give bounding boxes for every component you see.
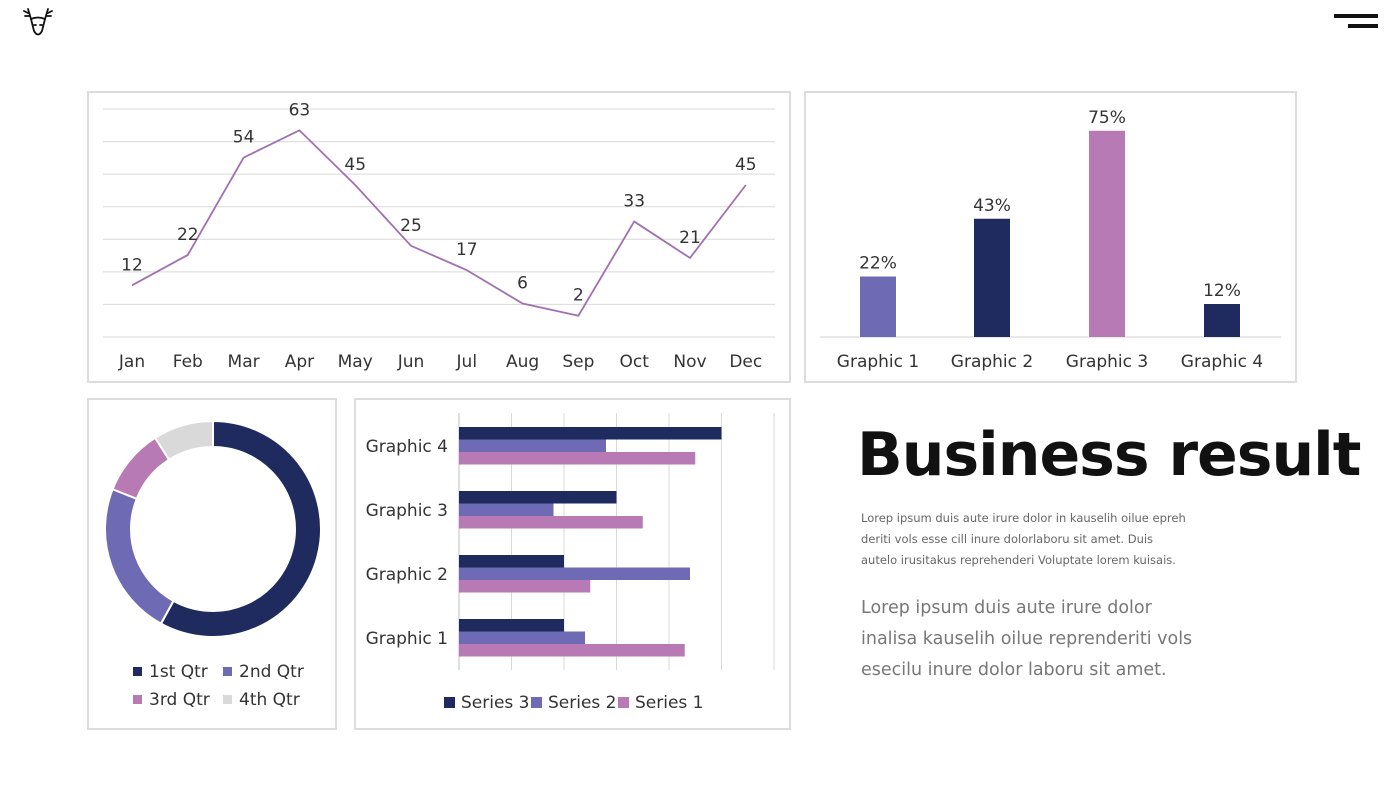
- bar: [459, 567, 690, 580]
- bar: [459, 631, 585, 644]
- data-label: 21: [679, 228, 701, 248]
- x-tick-label: Graphic 4: [1181, 352, 1263, 372]
- bar: [860, 276, 896, 337]
- data-label: 12: [121, 255, 143, 275]
- x-tick-label: Graphic 3: [1066, 352, 1148, 372]
- bar: [459, 644, 685, 657]
- x-tick-label: Mar: [228, 352, 260, 372]
- y-tick-label: Graphic 2: [366, 565, 448, 585]
- bar: [1089, 130, 1125, 337]
- donut-slice: [104, 487, 175, 625]
- deer-head-icon[interactable]: [22, 5, 54, 41]
- bar: [459, 580, 591, 593]
- legend-swatch: [133, 667, 142, 676]
- y-tick-label: Graphic 3: [366, 501, 448, 521]
- data-label: 75%: [1088, 108, 1126, 128]
- legend-label: 3rd Qtr: [149, 690, 210, 710]
- legend-swatch: [444, 697, 455, 708]
- bar: [1204, 304, 1240, 337]
- bar: [459, 452, 696, 465]
- legend-label: Series 2: [548, 693, 617, 713]
- data-label: 45: [735, 155, 757, 175]
- legend-swatch: [531, 697, 542, 708]
- description-large: Lorep ipsum duis aute irure dolor inalis…: [861, 598, 1193, 680]
- bar: [459, 503, 554, 516]
- x-tick-label: Jul: [456, 352, 478, 372]
- x-tick-label: Graphic 1: [837, 352, 919, 372]
- legend-label: Series 3: [461, 693, 530, 713]
- legend-swatch: [223, 667, 232, 676]
- data-label: 12%: [1203, 281, 1241, 301]
- hamburger-menu-icon[interactable]: [1334, 12, 1378, 32]
- bar-chart: 22% Graphic 1 43% Graphic 2 75% Graphic 3 12% G…: [820, 108, 1281, 372]
- bar: [459, 439, 606, 452]
- data-label: 45: [344, 155, 366, 175]
- data-label: 22%: [859, 254, 897, 274]
- x-tick-label: Feb: [173, 352, 203, 372]
- line-chart: 12 Jan 22 Feb 54 Mar 63 Apr 45 May 25 Jun 17 Jul 6 Aug 2…: [103, 100, 775, 372]
- legend-label: 2nd Qtr: [239, 662, 304, 682]
- x-tick-label: Oct: [619, 352, 649, 372]
- line-chart-panel: 12 Jan 22 Feb 54 Mar 63 Apr 45 May 25 Jun 17 Jul 6 Aug 2…: [87, 91, 791, 383]
- bar: [459, 427, 722, 440]
- x-tick-label: Jun: [397, 352, 425, 372]
- data-label: 25: [400, 216, 422, 236]
- x-tick-label: Apr: [285, 352, 314, 372]
- bar: [459, 555, 564, 568]
- bar: [459, 491, 617, 504]
- x-tick-label: Nov: [673, 352, 706, 372]
- data-label: 63: [289, 100, 311, 120]
- donut-slice: [153, 419, 214, 462]
- data-label: 43%: [973, 196, 1011, 216]
- data-label: 22: [177, 225, 199, 245]
- bar: [459, 516, 643, 529]
- page-title: Business result: [857, 420, 1361, 490]
- x-tick-label: Jan: [118, 352, 145, 372]
- legend-swatch: [133, 695, 142, 704]
- hbar-chart-panel: Graphic 1 Graphic 2 Graphic 3 Graphic 4 Seri…: [354, 398, 791, 730]
- legend-label: 4th Qtr: [239, 690, 300, 710]
- hbar-chart: Graphic 1 Graphic 2 Graphic 3 Graphic 4 Seri…: [366, 413, 775, 713]
- bar: [974, 218, 1010, 337]
- x-tick-label: Graphic 2: [951, 352, 1033, 372]
- donut-chart: 1st Qtr 2nd Qtr 3rd Qtr 4th Qtr: [104, 419, 322, 710]
- bar-chart-panel: 22% Graphic 1 43% Graphic 2 75% Graphic 3 12% G…: [804, 91, 1297, 383]
- data-label: 2: [573, 286, 584, 306]
- data-label: 54: [233, 128, 255, 148]
- legend-label: 1st Qtr: [149, 662, 208, 682]
- y-tick-label: Graphic 1: [366, 629, 448, 649]
- x-tick-label: Dec: [729, 352, 762, 372]
- legend-label: Series 1: [635, 693, 704, 713]
- y-tick-label: Graphic 4: [366, 437, 448, 457]
- data-line-series: [131, 129, 747, 317]
- data-label: 17: [456, 240, 478, 260]
- legend-swatch: [223, 695, 232, 704]
- x-tick-label: Sep: [562, 352, 594, 372]
- description-small: Lorep ipsum duis aute irure dolor in kau…: [861, 511, 1186, 567]
- x-tick-label: May: [338, 352, 373, 372]
- text-block: Business result Lorep ipsum duis aute ir…: [857, 420, 1361, 686]
- legend-swatch: [618, 697, 629, 708]
- data-label: 6: [517, 274, 528, 294]
- x-tick-label: Aug: [506, 352, 539, 372]
- bar: [459, 619, 564, 632]
- donut-slice: [159, 419, 322, 638]
- donut-chart-panel: 1st Qtr 2nd Qtr 3rd Qtr 4th Qtr: [87, 398, 337, 730]
- data-label: 33: [623, 191, 645, 211]
